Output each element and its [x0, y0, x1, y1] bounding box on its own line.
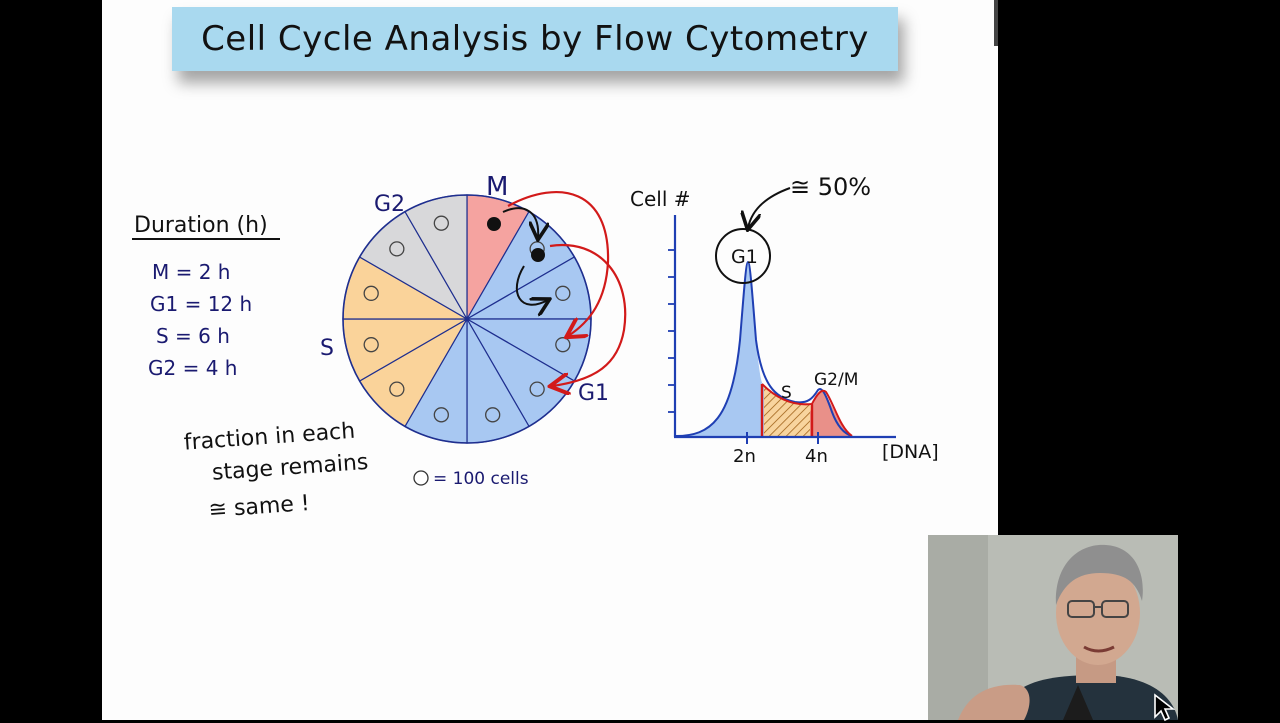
cell-marker: [555, 285, 571, 301]
dividing-cell-1: [487, 217, 501, 231]
phase-label-s: S: [320, 336, 334, 361]
arrow-g1-daughter: [515, 265, 548, 305]
s-phase-area: [762, 385, 815, 436]
note-line-3: ≅ same !: [208, 491, 311, 523]
slide: Cell Cycle Analysis by Flow Cytometry: [102, 0, 998, 720]
g2m-outline: [811, 389, 853, 437]
cell-marker: [529, 381, 545, 397]
phase-label-m: M: [486, 172, 508, 202]
y-axis-ticks: [668, 249, 675, 413]
presenter-image: [928, 535, 1178, 720]
histogram-curve: [675, 260, 853, 437]
duration-row-g1: G1 = 12 h: [150, 292, 252, 316]
g1-peak-area: [676, 262, 764, 436]
duration-row-s: S = 6 h: [156, 324, 230, 348]
flow-histogram: Cell # [DNA] 2n 4n G1 ≅ 50% S G2/M: [630, 173, 939, 467]
cell-legend-icon: [413, 470, 429, 486]
duration-heading: Duration (h): [134, 213, 268, 238]
scrollbar[interactable]: [994, 0, 998, 46]
note-line-1: fraction in each: [183, 419, 356, 456]
cell-cycle-wheel: [342, 194, 592, 444]
cell-marker: [363, 337, 379, 353]
duration-row-m: M = 2 h: [152, 260, 231, 284]
cell-marker: [433, 215, 449, 231]
tick-label-2n: 2n: [733, 446, 756, 467]
cell-marker: [389, 241, 405, 257]
cell-legend-text: = 100 cells: [433, 469, 529, 489]
s-phase-outline: [761, 383, 813, 406]
mouse-cursor-icon: [1154, 693, 1176, 722]
duration-panel: Duration (h) M = 2 h G1 = 12 h S = 6 h G…: [132, 213, 280, 380]
phase-label-g2: G2: [374, 192, 405, 217]
peak-annotation: ≅ 50%: [790, 173, 871, 201]
arrow-m-to-g1: [502, 207, 538, 238]
tick-label-4n: 4n: [805, 446, 828, 467]
note: fraction in each stage remains ≅ same !: [183, 419, 369, 523]
note-line-2: stage remains: [211, 450, 369, 486]
peak-annotation-arrow: [748, 187, 791, 228]
webcam-feed: [928, 535, 1178, 720]
g2m-label: G2/M: [814, 370, 858, 390]
y-axis-label: Cell #: [630, 187, 691, 211]
wheel-outline: [342, 194, 592, 444]
cell-marker: [389, 381, 405, 397]
x-axis-label: [DNA]: [882, 441, 939, 463]
dividing-cell-2: [531, 248, 545, 262]
title-banner: Cell Cycle Analysis by Flow Cytometry: [172, 7, 898, 71]
s-phase-label: S: [781, 383, 792, 403]
cell-marker: [485, 407, 501, 423]
cell-marker: [363, 285, 379, 301]
phase-label-g1: G1: [578, 381, 609, 406]
red-arrow-upper: [507, 191, 610, 336]
slide-title: Cell Cycle Analysis by Flow Cytometry: [201, 19, 869, 59]
red-arrow-lower: [550, 243, 627, 386]
cell-marker: [433, 407, 449, 423]
g1-peak-label: G1: [731, 246, 758, 268]
duration-row-g2: G2 = 4 h: [148, 356, 237, 380]
